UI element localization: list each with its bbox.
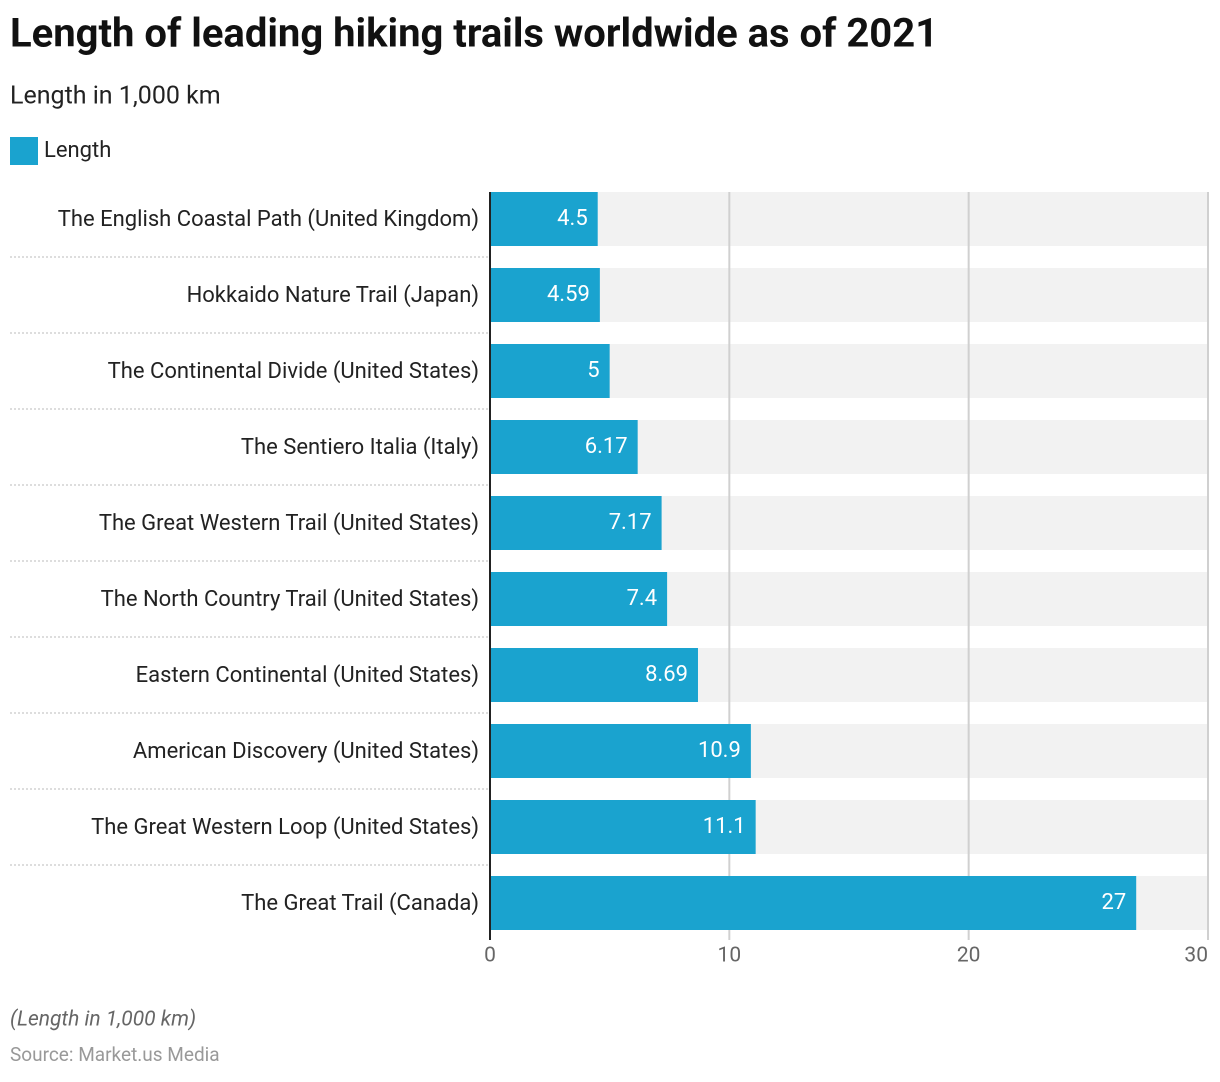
y-tick-label: The English Coastal Path (United Kingdom… (58, 207, 479, 232)
y-tick-label: The North Country Trail (United States) (101, 587, 479, 612)
value-label: 8.69 (645, 662, 688, 687)
legend-label: Length (44, 138, 111, 163)
bar (490, 572, 668, 626)
source: Source: Market.us Media (10, 1043, 220, 1066)
y-tick-label: The Sentiero Italia (Italy) (241, 435, 479, 460)
bar (490, 268, 600, 322)
bar (490, 420, 638, 474)
row-background (490, 192, 1208, 246)
y-tick-label: American Discovery (United States) (133, 739, 479, 764)
y-tick-label: The Great Western Trail (United States) (99, 511, 479, 536)
x-tick-label: 20 (957, 944, 981, 968)
y-tick-label: The Continental Divide (United States) (108, 359, 479, 384)
chart-title: Length of leading hiking trails worldwid… (10, 10, 938, 57)
value-label: 7.17 (609, 510, 652, 535)
bar (490, 724, 751, 778)
y-tick-label: Eastern Continental (United States) (136, 663, 479, 688)
bar (490, 648, 698, 702)
value-label: 6.17 (585, 434, 628, 459)
value-label: 27 (1101, 890, 1126, 915)
value-label: 10.9 (698, 738, 741, 763)
bar (490, 800, 756, 854)
y-tick-label: Hokkaido Nature Trail (Japan) (187, 283, 479, 308)
legend-swatch (10, 137, 38, 165)
row-background (490, 268, 1208, 322)
value-label: 7.4 (627, 586, 658, 611)
bar (490, 876, 1137, 930)
bar (490, 344, 610, 398)
note: (Length in 1,000 km) (10, 1008, 196, 1032)
value-label: 4.5 (557, 206, 588, 231)
value-label: 5 (587, 358, 599, 383)
chart-subtitle: Length in 1,000 km (10, 82, 221, 111)
value-label: 4.59 (547, 282, 590, 307)
x-tick-label: 10 (718, 944, 742, 968)
y-tick-label: The Great Trail (Canada) (241, 891, 479, 916)
bar (490, 496, 662, 550)
x-tick-label: 30 (1184, 944, 1208, 968)
y-tick-label: The Great Western Loop (United States) (91, 815, 479, 840)
bar (490, 192, 598, 246)
x-tick-label: 0 (484, 944, 496, 968)
value-label: 11.1 (703, 814, 746, 839)
